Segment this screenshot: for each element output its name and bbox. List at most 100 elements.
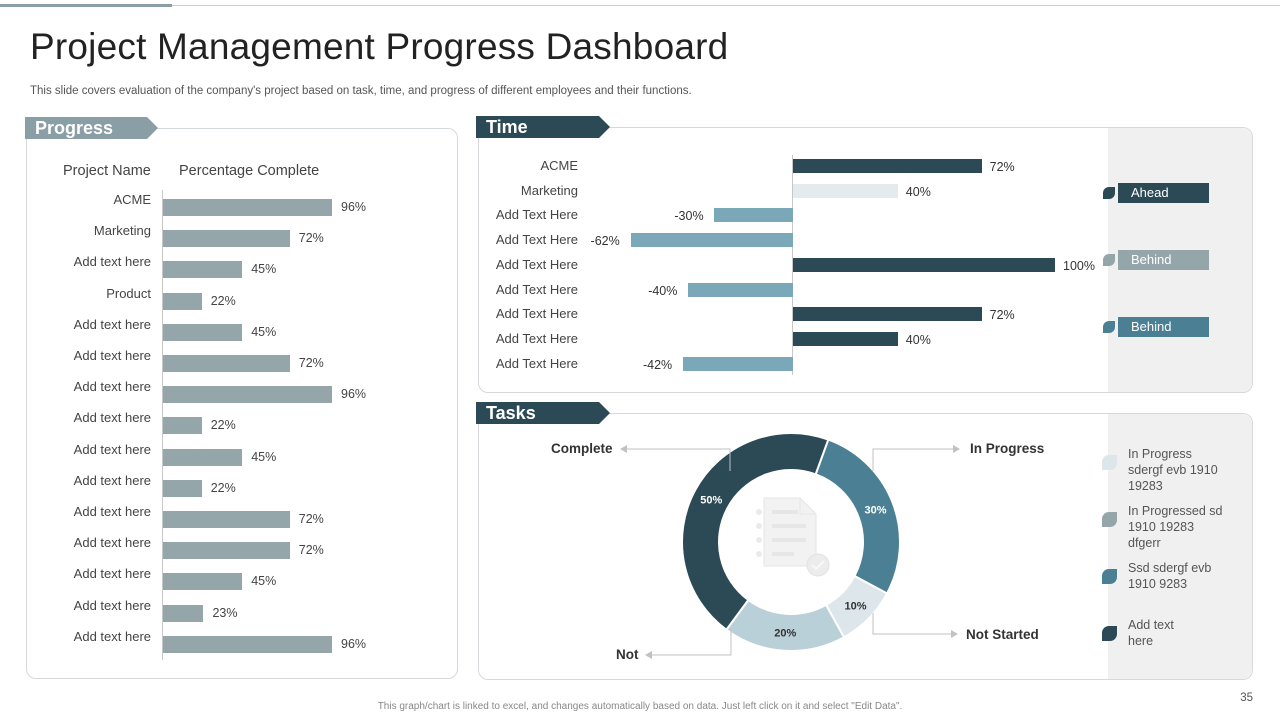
progress-value-label: 45%	[251, 324, 277, 339]
time-bar	[793, 183, 898, 198]
callout-in-progress: In Progress	[970, 441, 1045, 456]
progress-value-label: 96%	[341, 200, 367, 214]
progress-bar	[163, 230, 290, 248]
page-subtitle: This slide covers evaluation of the comp…	[30, 85, 692, 97]
time-value-label: -42%	[642, 357, 673, 372]
tasks-legend-item: Add text here	[1128, 618, 1174, 648]
tasks-legend-item: In Progress sdergf evb 1910 19283	[1128, 447, 1218, 493]
progress-value-label: 22%	[210, 418, 236, 433]
time-bar	[688, 282, 793, 297]
progress-section-tag: Progress	[25, 117, 158, 139]
tasks-legend-area	[1108, 414, 1252, 679]
time-legend-item: Behind	[1118, 317, 1209, 337]
progress-bar	[163, 417, 202, 435]
callout-not-started: Not Started	[966, 627, 1039, 642]
progress-row-label: Add text here	[73, 472, 151, 488]
progress-value-label: 22%	[210, 480, 236, 495]
progress-row-label: Product	[106, 285, 151, 301]
time-value-label: -40%	[648, 283, 678, 298]
callout-complete: Complete	[551, 441, 613, 456]
legend-leaf-icon	[1102, 512, 1117, 527]
progress-row-label: Add text here	[73, 348, 151, 363]
time-bar	[793, 307, 982, 322]
time-bar	[793, 257, 1055, 272]
time-bar	[682, 356, 793, 371]
progress-value-label: 72%	[298, 356, 324, 370]
tasks-section-tag: Tasks	[476, 402, 610, 424]
progress-row-label: Marketing	[93, 223, 151, 239]
top-rule	[0, 5, 1280, 6]
time-row-label: Add Text Here	[495, 281, 578, 297]
progress-value-label: 45%	[251, 449, 277, 464]
progress-bar	[163, 573, 243, 591]
time-value-label: 72%	[989, 308, 1015, 323]
progress-col-name: Project Name	[63, 163, 151, 179]
footer-note: This graph/chart is linked to excel, and…	[377, 701, 903, 712]
progress-bar	[163, 635, 332, 653]
progress-row-label: Add text here	[73, 410, 151, 426]
progress-value-label: 96%	[341, 636, 367, 651]
time-bar	[714, 208, 793, 223]
time-value-label: -30%	[674, 209, 704, 224]
time-row-label: Add Text Here	[495, 256, 578, 272]
progress-value-label: 72%	[298, 512, 324, 526]
time-value-label: -62%	[590, 234, 620, 249]
progress-bar	[163, 355, 290, 372]
progress-bar	[163, 479, 202, 497]
progress-row-label: Add text here	[73, 504, 151, 519]
legend-leaf-icon	[1103, 187, 1115, 199]
tasks-legend-item: Ssd sdergf evb 1910 9283	[1128, 561, 1212, 591]
time-row-label: Add Text Here	[495, 330, 578, 346]
progress-value-label: 45%	[251, 262, 277, 277]
time-value-label: 100%	[1063, 258, 1095, 273]
time-legend-item: Ahead	[1118, 183, 1209, 203]
time-row-label: Add Text Here	[495, 306, 578, 322]
progress-value-label: 22%	[210, 293, 236, 308]
progress-value-label: 45%	[251, 574, 277, 589]
time-value-label: 40%	[905, 184, 931, 199]
page-number: 35	[1240, 692, 1253, 704]
time-row-label: Add Text Here	[495, 355, 578, 371]
progress-value-label: 96%	[341, 387, 367, 402]
progress-row-label: Add text here	[73, 628, 151, 644]
callout-not: Not	[616, 647, 639, 662]
time-bar	[630, 233, 793, 248]
legend-leaf-icon	[1103, 254, 1115, 266]
progress-col-pct: Percentage Complete	[179, 163, 320, 179]
progress-bar	[163, 261, 243, 279]
time-value-label: 72%	[989, 160, 1015, 174]
progress-value-label: 72%	[298, 543, 324, 558]
time-value-label: 40%	[905, 332, 931, 347]
progress-row-label: Add text here	[73, 316, 151, 332]
time-bar	[793, 331, 898, 346]
time-row-label: Add Text Here	[495, 232, 578, 248]
page-title: Project Management Progress Dashboard	[30, 26, 729, 67]
time-row-label: ACME	[540, 158, 578, 173]
progress-bar	[163, 604, 204, 622]
legend-leaf-icon	[1102, 569, 1117, 584]
progress-row-label: Add text here	[73, 535, 151, 551]
time-row-label: Add Text Here	[495, 207, 578, 223]
time-row-label: Marketing	[520, 182, 578, 198]
progress-axis	[162, 190, 163, 660]
progress-value-label: 23%	[212, 605, 238, 620]
progress-bar	[163, 323, 243, 341]
tasks-legend-item: In Progressed sd 1910 19283 dfgerr	[1128, 504, 1223, 550]
progress-bar	[163, 542, 290, 560]
progress-row-label: Add text here	[73, 254, 151, 270]
time-bar	[793, 159, 982, 173]
time-section-tag: Time	[476, 116, 610, 138]
progress-row-label: Add text here	[73, 566, 151, 582]
progress-bar	[163, 448, 243, 466]
progress-bar	[163, 199, 332, 216]
top-accent	[0, 4, 172, 7]
legend-leaf-icon	[1102, 626, 1117, 641]
legend-leaf-icon	[1103, 321, 1115, 333]
progress-row-label: Add text here	[73, 379, 151, 395]
progress-bar	[163, 292, 202, 310]
time-axis	[792, 155, 793, 375]
progress-row-label: ACME	[113, 192, 151, 207]
progress-row-label: Add text here	[73, 597, 151, 613]
progress-bar	[163, 511, 290, 528]
time-legend-item: Behind	[1118, 250, 1209, 270]
